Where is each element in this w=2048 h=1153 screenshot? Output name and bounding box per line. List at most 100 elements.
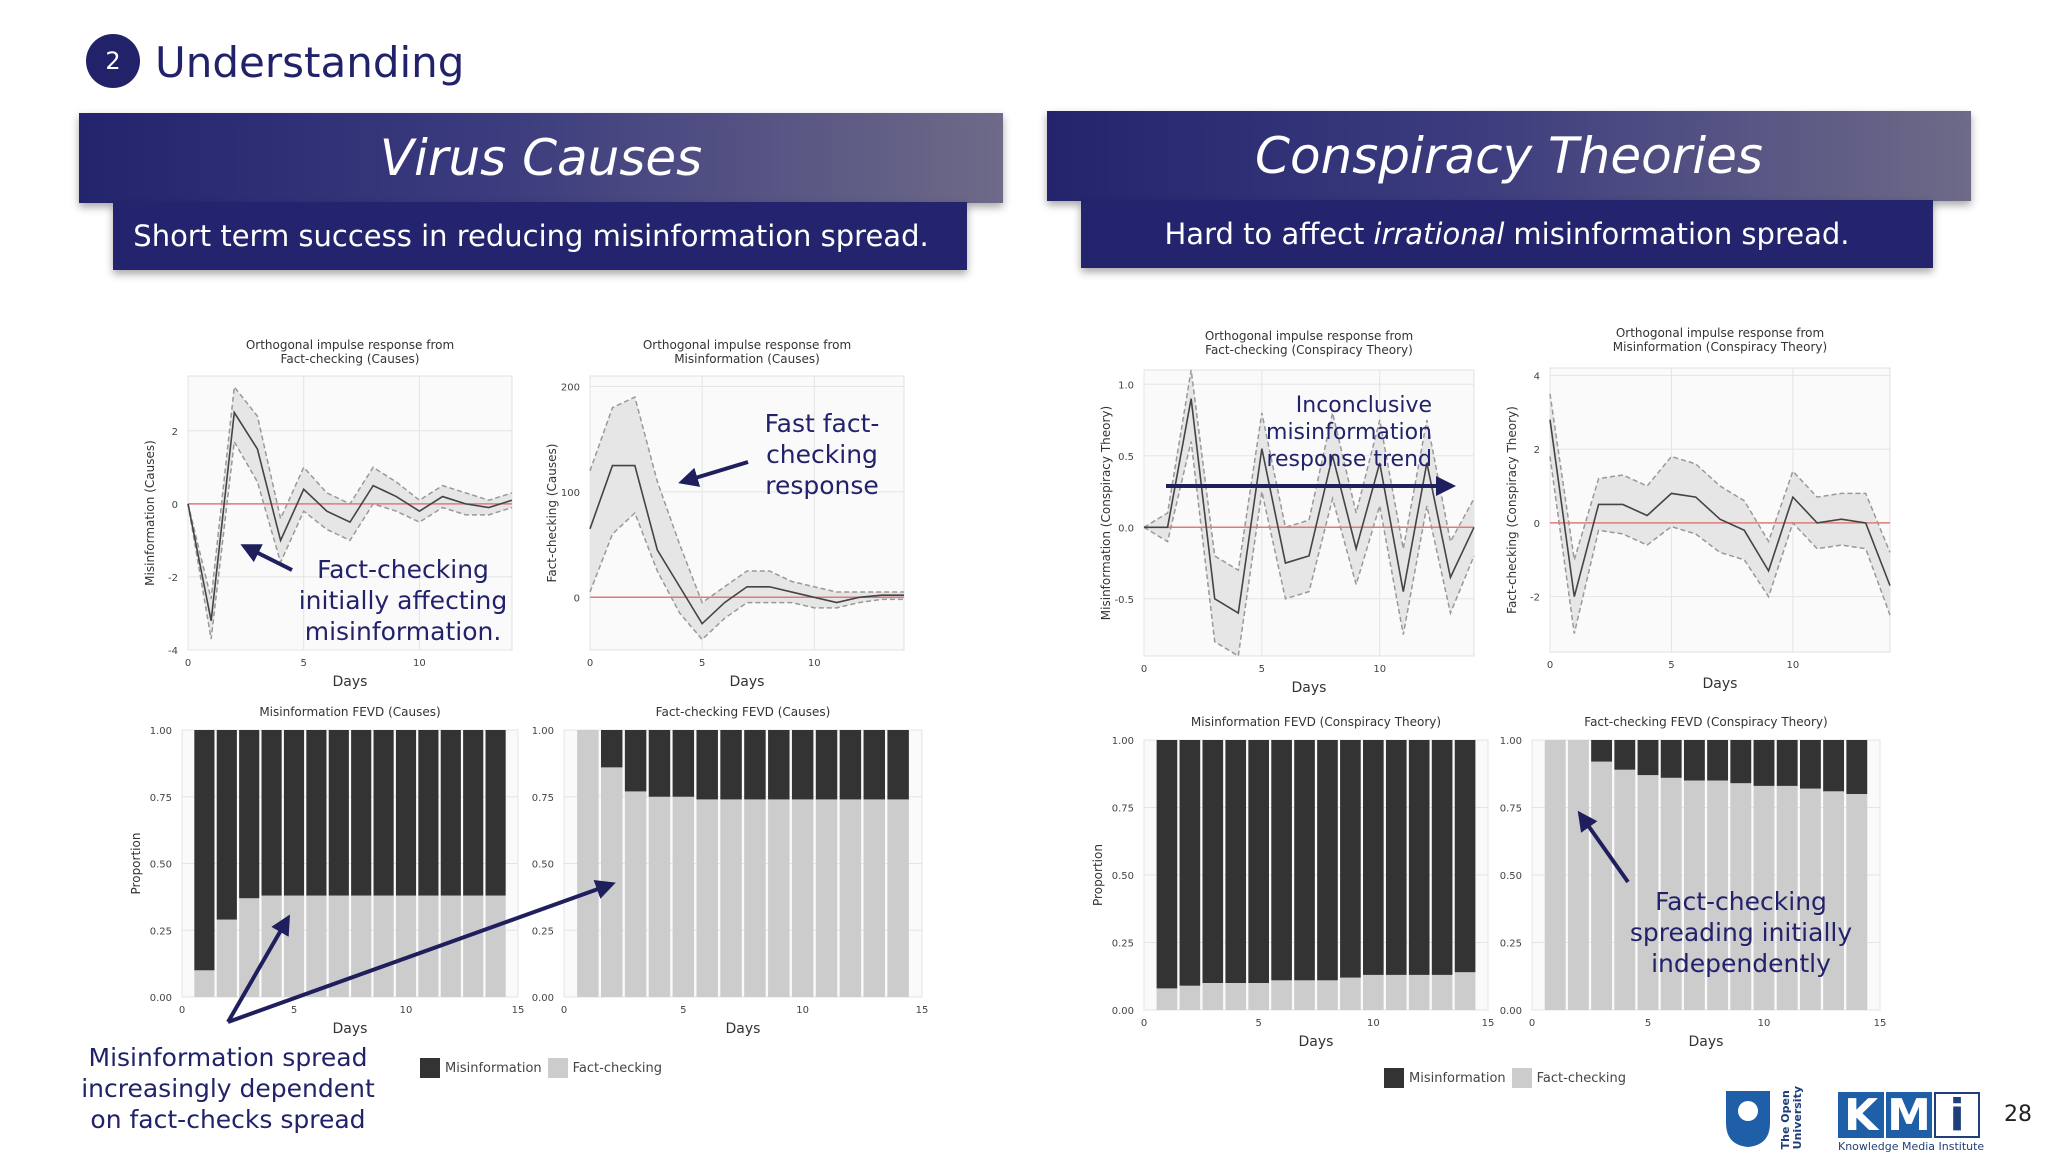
chart-title: Orthogonal impulse response from	[643, 338, 851, 352]
x-axis-label: Days	[333, 1021, 368, 1037]
bar-factchecking	[1846, 794, 1868, 1010]
bar-factchecking	[1753, 785, 1775, 1010]
bar-factchecking	[744, 799, 766, 997]
bar-misinformation	[1454, 740, 1476, 973]
bar-misinformation	[1408, 740, 1430, 975]
bar-factchecking	[373, 895, 394, 997]
bar-misinformation	[672, 730, 695, 797]
bar-factchecking	[1823, 791, 1845, 1010]
bar-misinformation	[1179, 740, 1201, 986]
panel-title-virus-causes: Virus Causes	[79, 113, 1003, 203]
y-tick-label: 100	[561, 488, 580, 499]
bar-misinformation	[720, 730, 742, 800]
bar-misinformation	[624, 730, 647, 792]
legend-swatch-misinformation	[1384, 1068, 1404, 1088]
bar-factchecking	[1637, 775, 1659, 1010]
bar-factchecking	[1408, 974, 1430, 1010]
bar-misinformation	[1637, 740, 1659, 776]
bar-misinformation	[1614, 740, 1636, 770]
open-university-text: The Open University	[1779, 1086, 1804, 1150]
annotation-fast-response: Fast fact-checking response	[764, 409, 880, 500]
bar-factchecking	[239, 898, 260, 997]
page-number: 28	[2004, 1102, 2032, 1127]
bar-factchecking	[1799, 788, 1821, 1010]
y-tick-label: 0.00	[150, 993, 172, 1004]
x-tick-label: 15	[1482, 1018, 1495, 1029]
x-tick-label: 15	[512, 1005, 525, 1016]
subtitle-part: Short term success in reducing misinform…	[133, 219, 929, 253]
bar-factchecking	[577, 730, 599, 997]
bar-factchecking	[1202, 983, 1224, 1010]
step-number-badge: 2	[86, 34, 140, 88]
x-axis-label: Days	[726, 1021, 761, 1037]
y-tick-label: -2	[168, 573, 178, 584]
legend-label-misinformation: Misinformation	[1409, 1070, 1506, 1086]
upper-bound-line	[1143, 369, 1475, 572]
x-tick-label: 15	[1874, 1018, 1887, 1029]
bar-misinformation	[239, 730, 260, 899]
y-tick-label: 0.75	[150, 793, 172, 804]
y-tick-label: -4	[168, 646, 178, 657]
step-number: 2	[105, 47, 121, 75]
y-axis-label: Fact-checking (Causes)	[545, 444, 559, 583]
bar-misinformation	[1753, 740, 1775, 786]
upper-bound-line	[1549, 393, 1891, 561]
x-tick-label: 10	[400, 1005, 413, 1016]
bar-misinformation	[815, 730, 838, 800]
legend-swatch-misinformation	[420, 1058, 440, 1078]
ou-text-line: University	[1791, 1086, 1804, 1150]
confidence-band	[188, 386, 512, 640]
bar-factchecking	[600, 767, 623, 997]
bar-factchecking	[815, 799, 838, 997]
legend-swatch-factchecking	[547, 1058, 568, 1078]
chart-title: Fact-checking (Causes)	[281, 352, 420, 366]
bar-misinformation	[1363, 740, 1384, 975]
bar-factchecking	[328, 895, 349, 997]
page-title: Understanding	[155, 38, 465, 87]
x-tick-label: 10	[1786, 660, 1799, 671]
annotation-increasingly-dependent: Misinformation spread increasingly depen…	[81, 1043, 375, 1134]
bar-misinformation	[1225, 740, 1247, 983]
bar-misinformation	[373, 730, 394, 896]
x-axis-label: Days	[1689, 1034, 1724, 1050]
bar-factchecking	[306, 895, 327, 997]
x-tick-label: 5	[1668, 660, 1674, 671]
bar-factchecking	[463, 895, 484, 997]
bar-misinformation	[1707, 740, 1729, 781]
bar-factchecking	[887, 799, 909, 997]
bar-factchecking	[1156, 988, 1178, 1010]
y-tick-label: 0.00	[532, 993, 554, 1004]
chart-title: Misinformation FEVD (Causes)	[259, 705, 440, 719]
y-tick-label: 1.0	[1118, 380, 1134, 391]
y-tick-label: 0.75	[532, 793, 554, 804]
y-tick-label: 4	[1534, 371, 1540, 382]
x-tick-label: 10	[1758, 1018, 1771, 1029]
bar-factchecking	[1431, 974, 1453, 1010]
bar-misinformation	[1846, 740, 1868, 794]
lower-bound-line	[589, 511, 904, 641]
y-axis-label: Fact-checking (Conspiracy Theory)	[1505, 406, 1519, 614]
bar-factchecking	[395, 895, 417, 997]
bar-misinformation	[261, 730, 282, 896]
bar-misinformation	[283, 730, 305, 896]
subtitle-part: misinformation spread.	[1513, 217, 1850, 251]
chart-title: Misinformation (Conspiracy Theory)	[1613, 340, 1827, 354]
bar-factchecking	[418, 895, 439, 997]
x-tick-label: 10	[413, 658, 426, 669]
panel-subtitle-virus-causes: Short term success in reducing misinform…	[113, 202, 967, 270]
y-tick-label: 0.50	[150, 860, 172, 871]
bar-misinformation	[839, 730, 862, 800]
annotation-arrow	[227, 880, 616, 1024]
x-tick-label: 0	[561, 1005, 567, 1016]
bar-misinformation	[395, 730, 417, 896]
x-tick-label: 0	[185, 658, 191, 669]
x-tick-label: 5	[699, 658, 705, 669]
y-tick-label: 1.00	[1500, 736, 1522, 747]
x-tick-label: 10	[796, 1005, 809, 1016]
y-axis-label: Proportion	[1091, 844, 1105, 906]
bar-factchecking	[624, 791, 647, 997]
bar-factchecking	[1660, 777, 1682, 1010]
bar-factchecking	[194, 970, 215, 997]
x-tick-label: 5	[1259, 664, 1265, 675]
bar-factchecking	[283, 895, 305, 997]
